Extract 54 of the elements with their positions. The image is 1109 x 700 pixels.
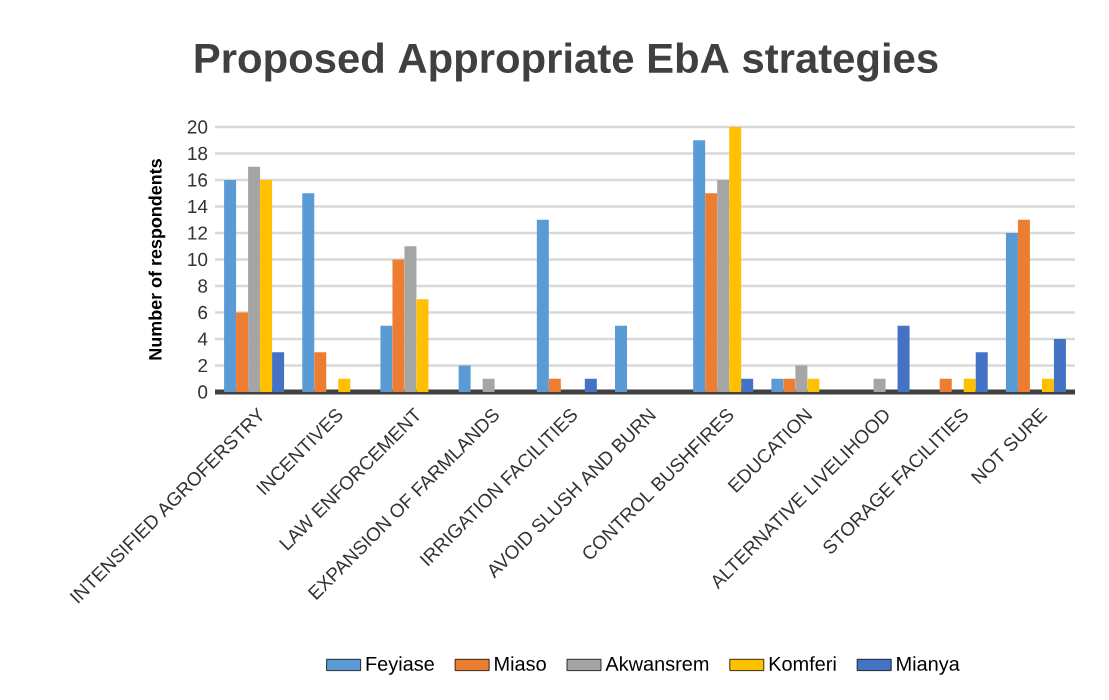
bar xyxy=(897,325,910,392)
bar xyxy=(392,259,405,392)
bar xyxy=(224,180,237,392)
bar xyxy=(314,352,327,392)
chart-title: Proposed Appropriate EbA strategies xyxy=(195,42,938,82)
bar xyxy=(536,219,549,392)
bar xyxy=(1041,378,1054,392)
legend-label: Komferi xyxy=(769,656,836,671)
bar xyxy=(482,378,495,392)
bar xyxy=(963,378,976,392)
bar xyxy=(380,325,393,392)
y-tick-label: 10 xyxy=(188,252,208,267)
bar xyxy=(615,325,627,392)
bar xyxy=(705,193,718,392)
bar xyxy=(458,365,471,392)
bar xyxy=(302,193,315,392)
bar xyxy=(272,352,285,392)
bar xyxy=(717,180,730,392)
y-tick-label: 0 xyxy=(198,385,208,399)
y-tick-label: 8 xyxy=(198,279,208,293)
legend-label: Akwansrem xyxy=(605,656,709,671)
y-tick-label: 12 xyxy=(188,226,208,240)
bar xyxy=(795,365,808,392)
legend-label: Mianya xyxy=(897,656,960,675)
bar xyxy=(975,352,988,392)
bar xyxy=(548,378,561,392)
y-tick-label: 20 xyxy=(187,120,208,134)
bar xyxy=(1005,233,1018,392)
bar xyxy=(873,378,886,392)
bar xyxy=(729,127,742,392)
bar xyxy=(939,378,952,392)
bar xyxy=(248,166,261,392)
bar xyxy=(416,299,429,392)
bar xyxy=(338,378,351,392)
y-tick-label: 6 xyxy=(198,305,208,320)
y-tick-label: 14 xyxy=(188,199,208,214)
bar xyxy=(236,312,249,392)
bar xyxy=(693,140,706,392)
bar xyxy=(783,378,796,392)
y-tick-label: 4 xyxy=(197,332,208,346)
y-tick-label: 2 xyxy=(198,358,208,373)
bar xyxy=(1053,339,1066,392)
bar xyxy=(404,246,417,392)
bar xyxy=(260,180,273,392)
bar xyxy=(741,378,754,392)
y-tick-label: 18 xyxy=(188,146,208,161)
bar xyxy=(807,378,820,392)
bar xyxy=(771,378,784,392)
y-axis-title: Number of respondents xyxy=(148,159,166,360)
legend-label: Feyiase xyxy=(366,656,434,675)
y-tick-label: 16 xyxy=(188,173,208,187)
legend-label: Miaso xyxy=(495,656,546,671)
bar xyxy=(1017,219,1030,392)
bar xyxy=(584,378,597,392)
